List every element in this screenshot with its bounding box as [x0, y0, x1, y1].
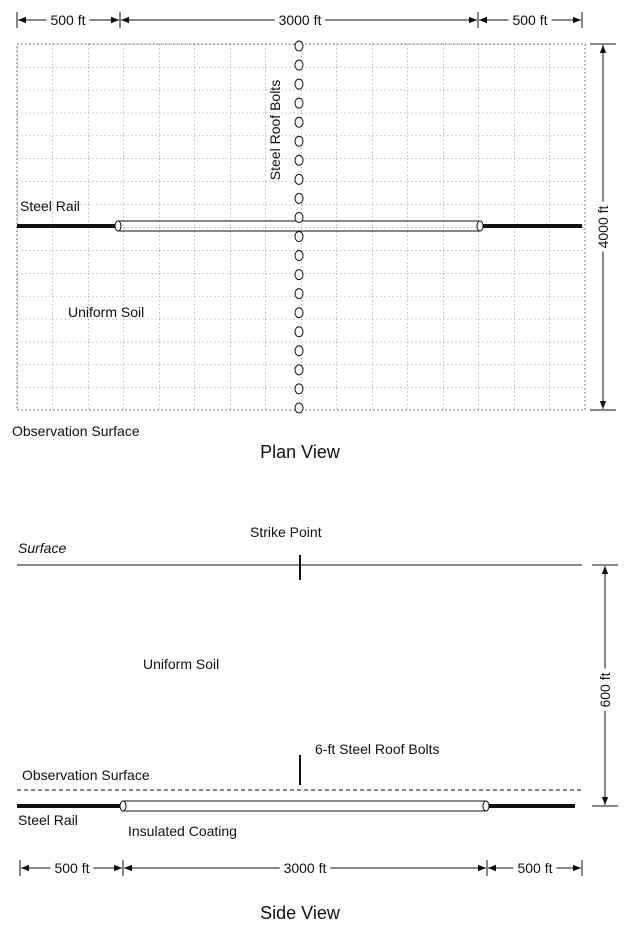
- dimension-label: 4000 ft: [595, 205, 611, 248]
- bolt: [294, 78, 304, 90]
- strike-label: Strike Point: [250, 524, 322, 540]
- bolt: [294, 135, 304, 147]
- dimension-label: 500 ft: [517, 860, 552, 876]
- bolt: [294, 288, 304, 300]
- right-dimension: [590, 43, 616, 411]
- observation-label: Observation Surface: [22, 767, 150, 783]
- bolt: [294, 250, 304, 262]
- caption: Plan View: [260, 442, 341, 462]
- right-dimension: [592, 564, 618, 807]
- bolts-label: Steel Roof Bolts: [267, 80, 283, 180]
- top-dimensions: [16, 12, 583, 28]
- bolt: [294, 211, 304, 223]
- bolt: [294, 326, 304, 338]
- bolts: [294, 40, 304, 414]
- dimension-label: 500 ft: [54, 860, 89, 876]
- bolt: [294, 307, 304, 319]
- soil-label: Uniform Soil: [68, 304, 144, 320]
- bolt: [294, 231, 304, 242]
- bolt: [294, 59, 304, 71]
- bolt: [294, 269, 304, 281]
- plan-view: 500 ft 3000 ft 500 ft 4000 ft Steel Roof…: [12, 8, 616, 462]
- bolt: [294, 402, 304, 414]
- surface-label: Surface: [18, 540, 66, 556]
- caption: Side View: [260, 903, 341, 923]
- side-view: 600 ft 500 ft 3000 ft 500 ft Surface Str…: [17, 524, 618, 923]
- rail-label: Steel Rail: [20, 198, 80, 214]
- bolt: [294, 192, 304, 204]
- bolt: [294, 364, 304, 376]
- bolt: [294, 116, 304, 128]
- bolts-label: 6-ft Steel Roof Bolts: [315, 741, 440, 757]
- dimension-label: 600 ft: [597, 672, 613, 707]
- observation-label: Observation Surface: [12, 423, 140, 439]
- rail: [17, 800, 575, 812]
- bolt: [294, 383, 304, 395]
- dimension-label: 3000 ft: [279, 12, 322, 28]
- coating-label: Insulated Coating: [128, 823, 237, 839]
- soil-label: Uniform Soil: [143, 656, 219, 672]
- dimension-label: 500 ft: [512, 12, 547, 28]
- rail-label: Steel Rail: [18, 812, 78, 828]
- bolt: [294, 97, 304, 109]
- bolt: [294, 40, 304, 52]
- dimension-label: 500 ft: [50, 12, 85, 28]
- dimension-label: 3000 ft: [284, 860, 327, 876]
- bolt: [294, 345, 304, 357]
- bolt: [294, 154, 304, 166]
- bolt: [294, 173, 304, 185]
- bottom-dimensions: [19, 860, 583, 876]
